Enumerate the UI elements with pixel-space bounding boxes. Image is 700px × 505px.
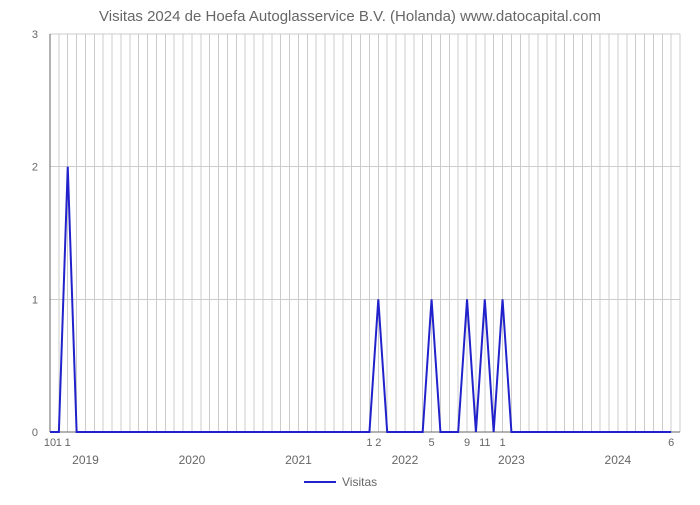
y-tick-label: 2	[32, 162, 38, 174]
chart-title: Visitas 2024 de Hoefa Autoglasservice B.…	[0, 8, 700, 25]
x-tick-label: 1	[499, 437, 505, 449]
legend-label: Visitas	[342, 475, 377, 489]
chart-container: Visitas 2024 de Hoefa Autoglasservice B.…	[0, 0, 700, 500]
y-tick-label: 3	[32, 29, 38, 41]
x-year-label: 2021	[285, 453, 312, 467]
x-tick-label: 9	[464, 437, 470, 449]
x-year-label: 2023	[498, 453, 525, 467]
x-tick-label: 11	[479, 437, 490, 449]
x-tick-label: 1	[56, 437, 62, 449]
x-year-label: 2024	[605, 453, 632, 467]
y-tick-label: 1	[32, 294, 38, 306]
x-year-label: 2019	[72, 453, 99, 467]
x-year-label: 2020	[179, 453, 206, 467]
chart-svg: 0123101112591116201920202021202220232024…	[0, 0, 700, 500]
x-tick-label: 10	[44, 437, 56, 449]
x-tick-label: 2	[375, 437, 381, 449]
x-tick-label: 6	[668, 437, 674, 449]
x-tick-label: 1	[366, 437, 372, 449]
x-tick-label: 1	[65, 437, 71, 449]
grid-vertical	[50, 34, 680, 432]
y-tick-label: 0	[32, 427, 38, 439]
x-year-label: 2022	[392, 453, 419, 467]
grid-horizontal	[50, 34, 680, 432]
x-tick-label: 5	[428, 437, 434, 449]
